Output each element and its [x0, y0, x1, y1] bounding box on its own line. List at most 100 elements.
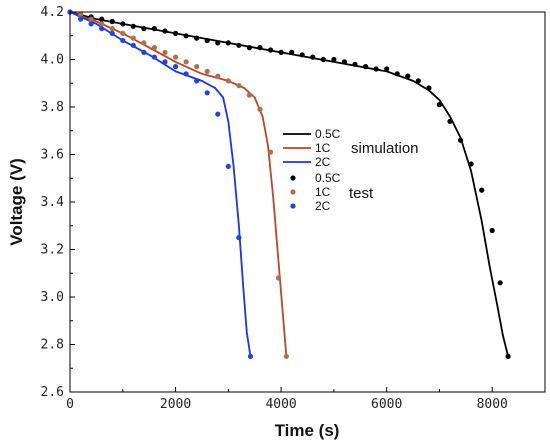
- legend-entry-label: 1C: [315, 141, 331, 155]
- data-point-1C: [130, 35, 136, 41]
- y-tick-label: 3.6: [41, 148, 64, 163]
- data-point-2C: [99, 26, 105, 32]
- data-point-0_5C: [151, 26, 157, 32]
- data-point-0_5C: [415, 78, 421, 84]
- data-point-0_5C: [99, 16, 105, 22]
- data-point-2C: [109, 30, 115, 36]
- x-axis: 0 2000 4000 6000 8000: [66, 387, 508, 412]
- x-tick-label: 0: [66, 397, 74, 412]
- test-points: [67, 9, 511, 359]
- data-point-1C: [275, 275, 282, 281]
- data-point-1C: [257, 106, 263, 112]
- data-point-0_5C: [120, 21, 126, 27]
- data-point-0_5C: [289, 49, 295, 56]
- data-point-0_5C: [479, 187, 485, 193]
- y-tick-label: 4.2: [41, 5, 64, 20]
- data-point-0_5C: [363, 64, 369, 70]
- data-point-0_5C: [246, 45, 252, 51]
- data-point-0_5C: [204, 37, 210, 44]
- data-point-0_5C: [394, 71, 400, 77]
- y-tick-label: 2.8: [41, 338, 64, 353]
- y-tick-label: 3.0: [41, 290, 64, 305]
- data-point-0_5C: [130, 23, 136, 29]
- data-point-0_5C: [225, 40, 231, 46]
- data-point-1C: [204, 68, 210, 74]
- data-point-1C: [109, 26, 115, 32]
- data-point-0_5C: [436, 102, 442, 108]
- y-tick-label: 3.4: [41, 195, 65, 210]
- data-point-1C: [173, 54, 179, 60]
- data-point-1C: [246, 92, 252, 98]
- data-point-2C: [78, 16, 84, 22]
- x-axis-title: Time (s): [275, 421, 340, 440]
- data-point-1C: [225, 78, 231, 84]
- y-tick-label: 2.6: [41, 385, 64, 400]
- data-point-0_5C: [173, 30, 179, 36]
- data-point-0_5C: [352, 61, 358, 67]
- data-point-2C: [141, 49, 147, 56]
- data-point-2C: [151, 54, 157, 60]
- data-point-1C: [183, 59, 189, 65]
- data-point-0_5C: [278, 49, 284, 56]
- data-point-1C: [283, 353, 289, 359]
- legend-marker-swatch: [290, 175, 296, 181]
- data-point-0_5C: [505, 353, 511, 359]
- data-point-2C: [183, 71, 189, 77]
- data-point-1C: [120, 30, 126, 36]
- legend-marker-swatch: [290, 189, 296, 195]
- data-point-0_5C: [141, 26, 147, 32]
- data-point-2C: [173, 64, 179, 70]
- data-point-0_5C: [405, 73, 411, 79]
- data-point-0_5C: [384, 66, 390, 72]
- data-point-2C: [204, 90, 210, 96]
- plot-area: [70, 12, 545, 392]
- data-point-0_5C: [299, 52, 305, 58]
- data-point-0_5C: [236, 42, 242, 48]
- data-point-1C: [151, 45, 157, 51]
- data-point-0_5C: [468, 161, 474, 167]
- x-tick-label: 8000: [477, 397, 508, 412]
- data-point-0_5C: [215, 40, 221, 46]
- legend-marker-swatch: [290, 203, 296, 209]
- data-point-0_5C: [331, 56, 337, 63]
- data-point-1C: [88, 16, 94, 22]
- data-point-0_5C: [447, 118, 453, 124]
- data-point-2C: [88, 21, 94, 27]
- y-tick-label: 3.8: [41, 100, 64, 115]
- data-point-0_5C: [341, 59, 347, 65]
- data-point-0_5C: [320, 56, 326, 63]
- data-point-0_5C: [426, 85, 432, 91]
- legend-entry-label: 2C: [315, 199, 331, 213]
- data-point-1C: [236, 83, 242, 89]
- data-point-2C: [194, 78, 200, 84]
- data-point-1C: [78, 11, 84, 17]
- data-point-0_5C: [268, 47, 274, 53]
- legend-entry-label: 0.5C: [315, 171, 341, 185]
- data-point-1C: [268, 149, 274, 155]
- y-axis: 2.6 2.8 3.0 3.2 3.4 3.6 3.8 4.0 4.2: [41, 5, 75, 400]
- data-point-0_5C: [109, 18, 115, 25]
- data-point-0_5C: [162, 28, 168, 34]
- legend-entry-label: 2C: [315, 155, 331, 169]
- data-point-0_5C: [310, 54, 316, 60]
- y-tick-label: 4.0: [41, 53, 64, 68]
- data-point-1C: [215, 73, 221, 79]
- legend-entry-label: 0.5C: [315, 127, 341, 141]
- data-point-2C: [120, 37, 126, 44]
- x-tick-label: 4000: [265, 397, 296, 412]
- data-point-1C: [162, 49, 168, 56]
- data-point-0_5C: [458, 137, 464, 143]
- data-point-1C: [141, 40, 147, 46]
- data-point-0_5C: [497, 280, 503, 286]
- x-tick-label: 2000: [160, 397, 191, 412]
- data-point-0_5C: [194, 35, 200, 41]
- data-point-0_5C: [257, 45, 263, 51]
- data-point-0_5C: [373, 66, 379, 72]
- data-point-2C: [162, 59, 168, 65]
- data-point-2C: [236, 235, 242, 241]
- y-axis-title: Voltage (V): [7, 158, 26, 246]
- data-point-1C: [99, 21, 105, 27]
- data-point-2C: [130, 42, 136, 48]
